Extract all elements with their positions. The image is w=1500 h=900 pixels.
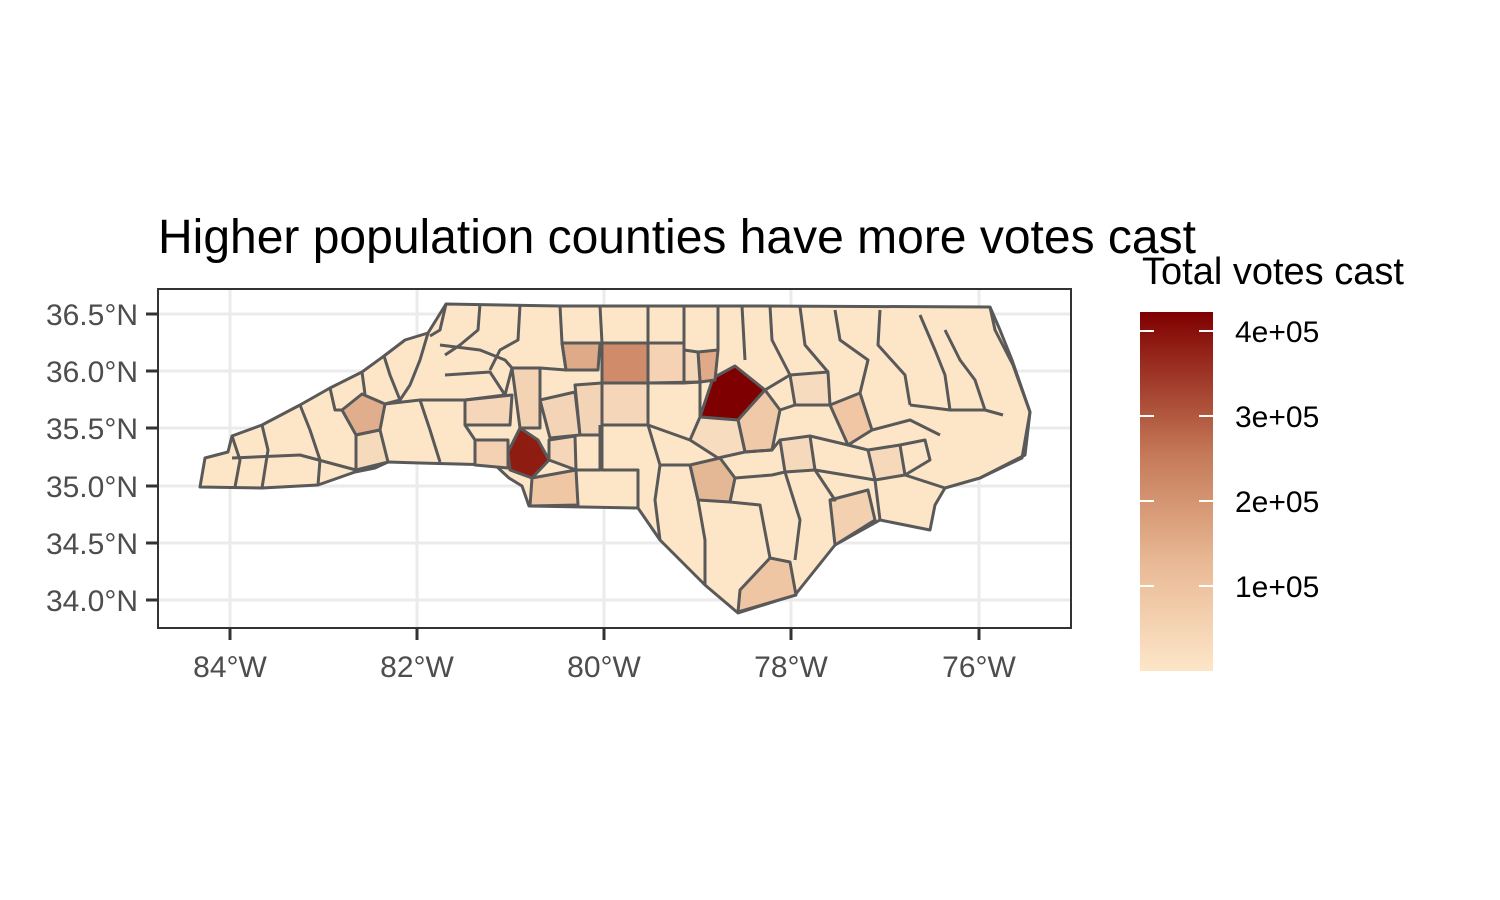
county-wayne: [778, 434, 817, 474]
county-gaston: [473, 438, 510, 470]
legend-title: Total votes cast: [1142, 251, 1404, 293]
county-henderson: [354, 428, 390, 472]
y-axis: 36.5°N 36.0°N 35.5°N 35.0°N 34.5°N 34.0°…: [46, 299, 158, 618]
x-tick-label: 76°W: [942, 651, 1016, 684]
panel-border: [157, 288, 1072, 629]
y-tick-label: 36.5°N: [46, 299, 138, 332]
county-union: [528, 468, 580, 508]
county-guilford: [600, 341, 650, 385]
legend-label: 4e+05: [1235, 316, 1319, 349]
legend: Total votes cast 4e+05 3e+05 2e+05 1e+05: [1140, 251, 1404, 671]
y-tick-label: 35.0°N: [46, 471, 138, 504]
plot-panel: [157, 288, 1072, 629]
chart-title: Higher population counties have more vot…: [158, 211, 1196, 264]
x-tick-label: 84°W: [193, 651, 267, 684]
y-tick-label: 34.0°N: [46, 585, 138, 618]
y-tick-label: 36.0°N: [46, 356, 138, 389]
county-nash: [788, 370, 832, 407]
county-forsyth: [560, 341, 602, 372]
county-orange: [682, 348, 702, 385]
state-map: [198, 302, 1032, 615]
county-onslow: [828, 488, 877, 547]
county-buncombe: [340, 392, 387, 437]
county-harnett: [688, 415, 747, 460]
x-tick-label: 78°W: [754, 651, 828, 684]
legend-colorbar: [1140, 312, 1213, 671]
county-new-hanover-brunswick: [736, 556, 798, 614]
county-davidson: [573, 381, 604, 437]
legend-label: 1e+05: [1235, 571, 1319, 604]
county-craven: [866, 443, 907, 482]
county-alamance: [646, 341, 686, 385]
legend-label: 3e+05: [1235, 401, 1319, 434]
x-tick-label: 82°W: [380, 651, 454, 684]
x-axis: 84°W 82°W 80°W 78°W 76°W: [193, 628, 1017, 684]
y-tick-label: 34.5°N: [46, 528, 138, 561]
x-tick-label: 80°W: [567, 651, 641, 684]
legend-label: 2e+05: [1235, 486, 1319, 519]
county-randolph: [600, 381, 650, 427]
county-borders: [230, 303, 1032, 585]
y-tick-label: 35.5°N: [46, 413, 138, 446]
